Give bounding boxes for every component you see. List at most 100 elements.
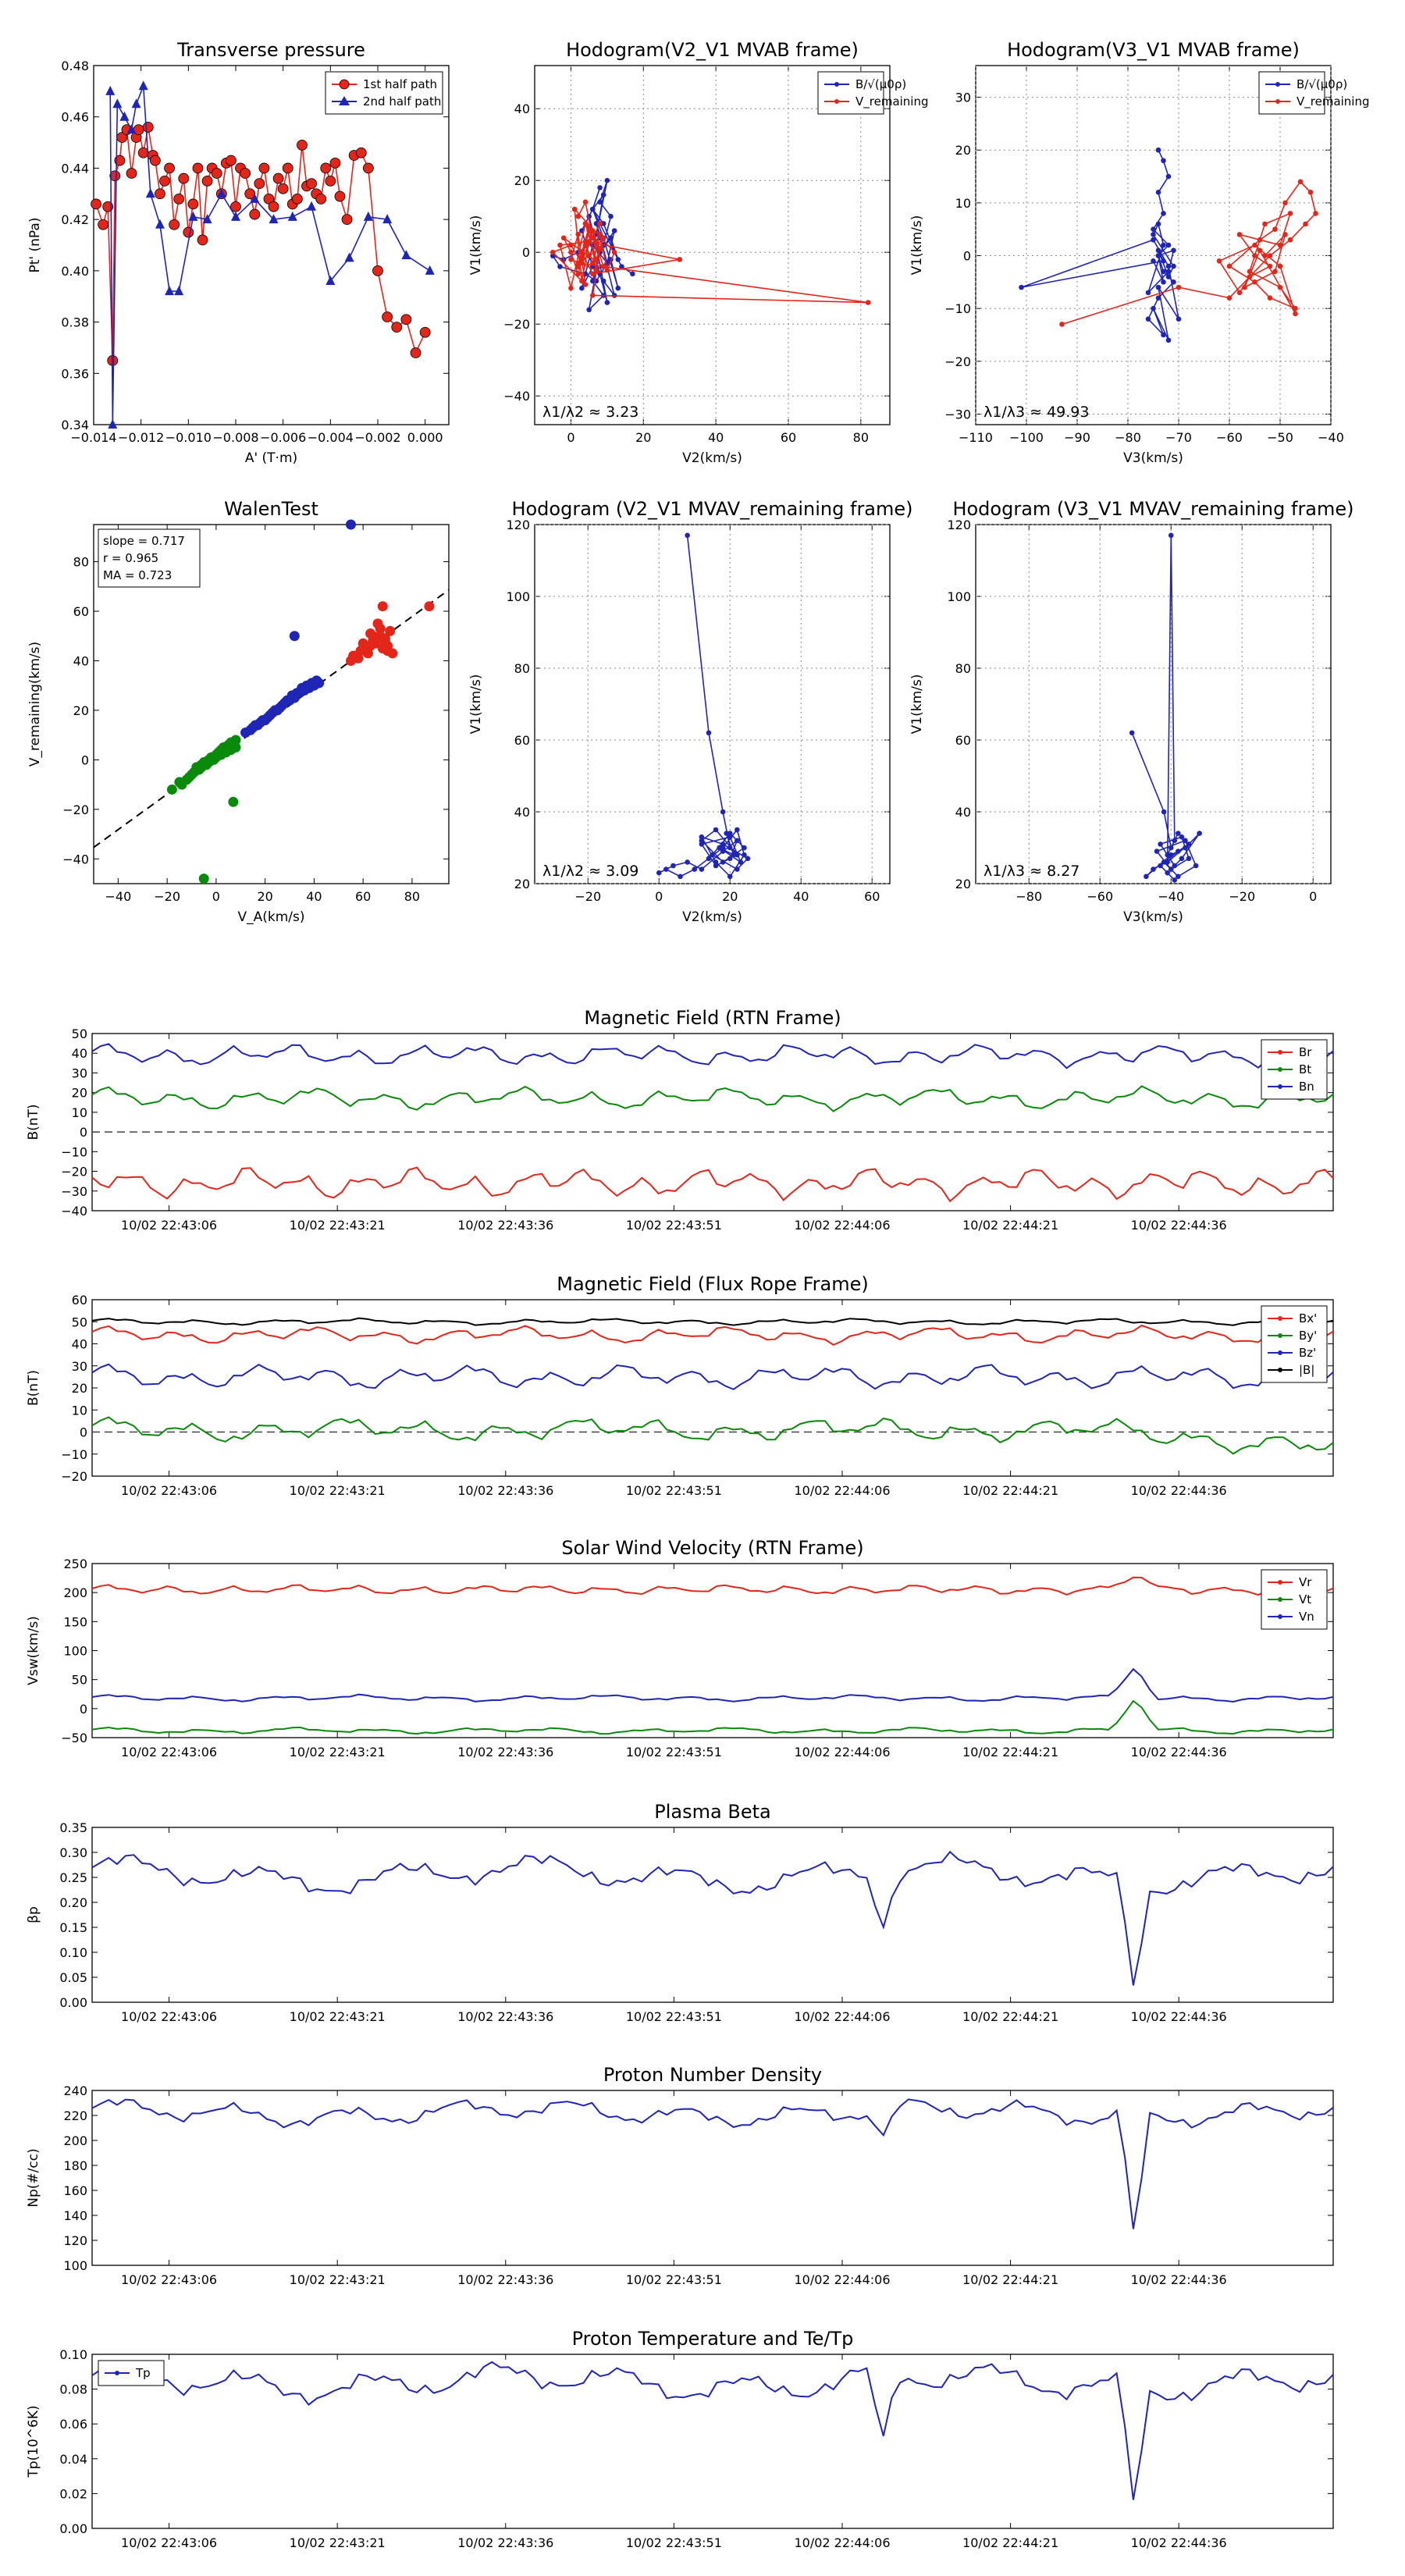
data-point	[600, 192, 606, 197]
legend-marker	[834, 99, 839, 104]
y-tick-label: 250	[63, 1557, 87, 1571]
data-point	[149, 155, 161, 166]
series-line-By'	[91, 1416, 1334, 1455]
x-tick-label: −0.012	[118, 430, 164, 445]
data-point	[630, 271, 635, 277]
data-point	[706, 730, 712, 736]
data-point	[1262, 253, 1268, 258]
data-point	[611, 249, 617, 255]
legend-label: 2nd half path	[363, 94, 441, 109]
data-point	[1059, 322, 1065, 327]
data-point	[385, 625, 396, 636]
data-point	[738, 859, 744, 865]
y-tick-label: 0.05	[59, 1970, 87, 1985]
data-point	[1179, 856, 1185, 862]
data-point	[699, 841, 705, 847]
data-point	[1193, 863, 1199, 869]
data-point	[1129, 730, 1135, 736]
y-tick-label: −40	[61, 1204, 87, 1219]
data-point	[155, 219, 165, 229]
series-line	[1062, 180, 1317, 326]
x-tick-label: 10/02 22:44:06	[794, 2272, 890, 2287]
legend-marker	[1278, 1050, 1282, 1055]
chart-title: Magnetic Field (RTN Frame)	[584, 1007, 841, 1029]
data-point	[112, 98, 123, 109]
data-point	[597, 199, 603, 205]
chart-title: WalenTest	[224, 498, 318, 520]
y-tick-label: 0.00	[59, 1995, 87, 2010]
legend-label: 1st half path	[363, 77, 437, 91]
legend-label: Bn	[1299, 1080, 1314, 1094]
chart-title: Hodogram(V3_V1 MVAB frame)	[1007, 39, 1300, 61]
data-point	[735, 838, 740, 844]
x-tick-label: 10/02 22:44:36	[1131, 2009, 1227, 2024]
data-point	[240, 168, 251, 179]
data-point	[1161, 211, 1166, 216]
y-axis-label: Tp(10^6K)	[26, 2405, 41, 2478]
y-tick-label: 0.06	[59, 2417, 87, 2432]
y-tick-label: 0	[963, 249, 971, 264]
y-tick-label: 40	[514, 101, 530, 116]
legend-label: Bx'	[1299, 1311, 1317, 1325]
data-point	[226, 155, 237, 166]
data-point	[670, 863, 676, 869]
chart-pnd: Proton Number Density 100 120 140 160 180 200 2…	[26, 2064, 1334, 2287]
data-point	[745, 856, 751, 862]
x-tick-label: 10/02 22:43:21	[290, 1745, 386, 1759]
data-point	[1165, 337, 1172, 343]
x-tick-label: 10/02 22:43:21	[290, 1483, 386, 1498]
data-point	[579, 285, 585, 291]
y-tick-label: 20	[72, 1086, 87, 1101]
x-tick-label: 10/02 22:43:51	[626, 2009, 722, 2024]
y-tick-label: 0.10	[59, 1945, 87, 1960]
y-tick-label: 80	[73, 555, 89, 570]
y-axis-label: V1(km/s)	[909, 674, 925, 735]
data-point	[608, 235, 614, 241]
y-tick-label: 50	[72, 1673, 87, 1688]
data-point	[589, 235, 596, 241]
data-point	[600, 235, 606, 241]
data-point	[188, 211, 198, 221]
y-tick-label: 20	[514, 877, 530, 891]
y-tick-label: 40	[514, 805, 530, 820]
data-point	[291, 193, 303, 205]
chart-tp: Transverse pressure 0.34 0.36 0.38 0.40 0.42 0…	[27, 39, 450, 466]
data-point	[348, 650, 359, 661]
data-point	[579, 260, 585, 266]
y-tick-label: 30	[955, 91, 971, 105]
x-tick-label: −0.014	[70, 430, 116, 445]
x-tick-label: 10/02 22:44:36	[1131, 2535, 1227, 2550]
x-tick-label: 20	[722, 889, 738, 904]
data-point	[1226, 263, 1232, 269]
data-point	[1287, 211, 1293, 216]
data-point	[1158, 863, 1163, 869]
plot-frame	[93, 65, 450, 425]
y-tick-label: 0	[81, 753, 89, 767]
stats-line: r = 0.965	[103, 551, 158, 565]
data-point	[355, 147, 367, 158]
y-tick-label: 20	[955, 877, 971, 891]
y-tick-label: 0	[80, 1702, 87, 1717]
legend-box	[1258, 71, 1325, 115]
chart-title: Transverse pressure	[176, 39, 365, 61]
data-point	[656, 870, 662, 876]
data-point	[341, 214, 353, 226]
y-axis-label: V1(km/s)	[468, 674, 484, 735]
x-tick-label: −0.004	[308, 430, 354, 445]
data-point	[1257, 247, 1263, 254]
chart-h2: Hodogram(V2_V1 MVAB frame) −40 −20 0 20 40 V1(…	[468, 39, 929, 466]
data-point	[699, 838, 705, 844]
data-point	[589, 278, 596, 284]
data-point	[699, 834, 705, 840]
y-tick-label: 30	[72, 1359, 87, 1374]
data-point	[593, 242, 599, 248]
chart-ptemp: Proton Temperature and Te/Tp 0.00 0.02 0.04…	[26, 2328, 1334, 2550]
legend-marker	[834, 82, 839, 87]
data-point	[1293, 305, 1298, 311]
plot-frame	[91, 2090, 1334, 2266]
y-tick-label: 0.25	[59, 1870, 87, 1885]
data-point	[557, 264, 563, 269]
y-tick-label: 40	[73, 653, 89, 668]
x-tick-label: 60	[355, 889, 371, 904]
legend-marker	[339, 96, 350, 105]
